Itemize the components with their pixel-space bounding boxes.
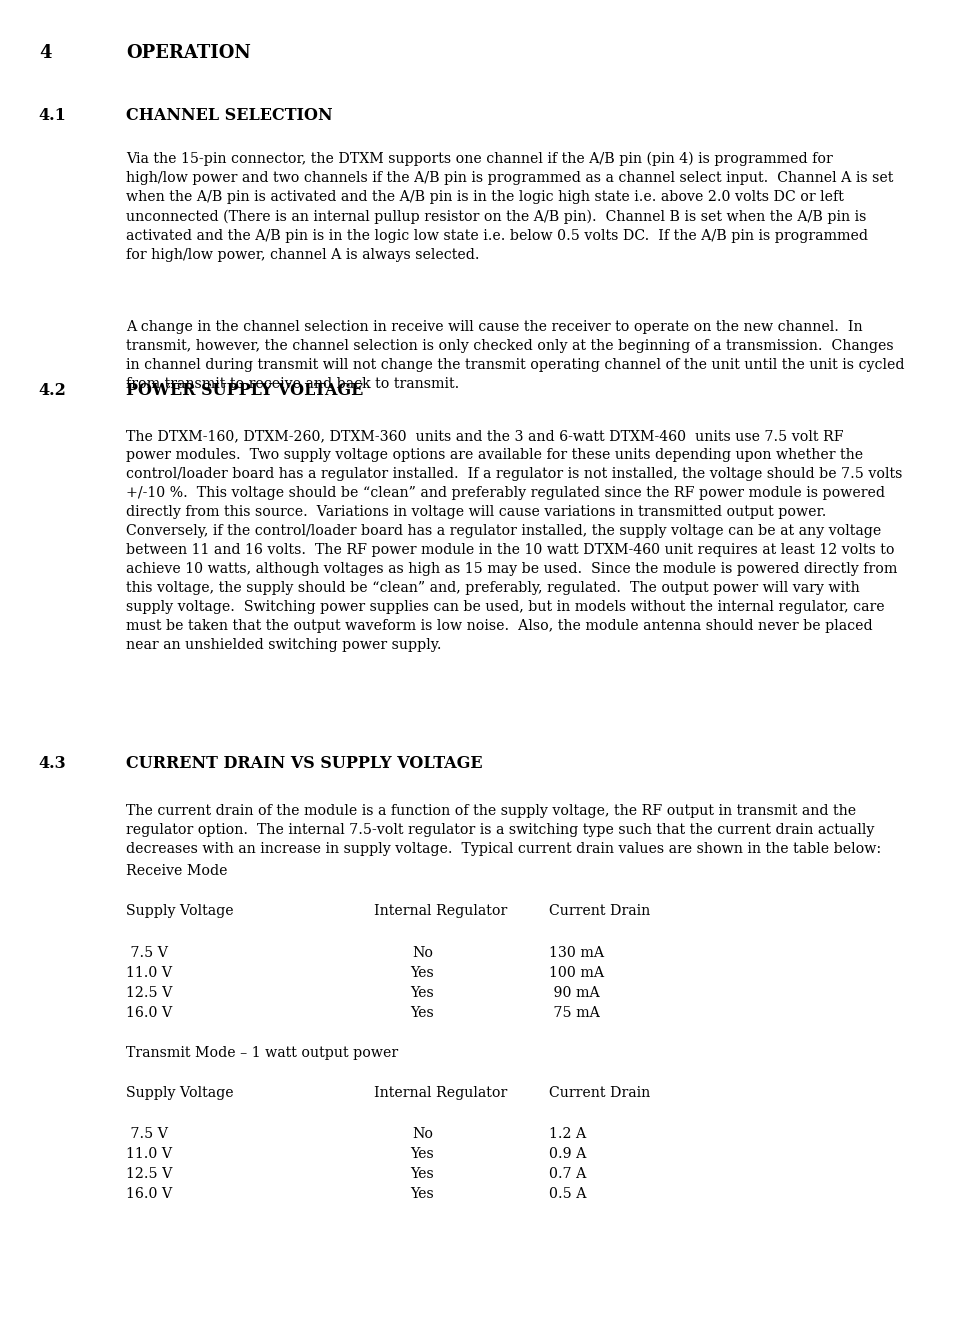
- Text: Yes: Yes: [411, 966, 434, 979]
- Text: 4.1: 4.1: [39, 107, 67, 124]
- Text: CURRENT DRAIN VS SUPPLY VOLTAGE: CURRENT DRAIN VS SUPPLY VOLTAGE: [126, 755, 483, 772]
- Text: Yes: Yes: [411, 1006, 434, 1019]
- Text: Receive Mode: Receive Mode: [126, 864, 228, 878]
- Text: 16.0 V: 16.0 V: [126, 1187, 173, 1201]
- Text: 12.5 V: 12.5 V: [126, 1167, 173, 1181]
- Text: 90 mA: 90 mA: [549, 986, 599, 999]
- Text: Via the 15-pin connector, the DTXM supports one channel if the A/B pin (pin 4) i: Via the 15-pin connector, the DTXM suppo…: [126, 152, 893, 261]
- Text: The current drain of the module is a function of the supply voltage, the RF outp: The current drain of the module is a fun…: [126, 804, 882, 856]
- Text: Yes: Yes: [411, 986, 434, 999]
- Text: No: No: [412, 1127, 433, 1141]
- Text: Yes: Yes: [411, 1187, 434, 1201]
- Text: 11.0 V: 11.0 V: [126, 966, 173, 979]
- Text: The DTXM-160, DTXM-260, DTXM-360  units and the 3 and 6-watt DTXM-460  units use: The DTXM-160, DTXM-260, DTXM-360 units a…: [126, 430, 903, 652]
- Text: 11.0 V: 11.0 V: [126, 1147, 173, 1161]
- Text: 12.5 V: 12.5 V: [126, 986, 173, 999]
- Text: OPERATION: OPERATION: [126, 44, 251, 61]
- Text: 0.5 A: 0.5 A: [549, 1187, 586, 1201]
- Text: 16.0 V: 16.0 V: [126, 1006, 173, 1019]
- Text: No: No: [412, 946, 433, 959]
- Text: 4: 4: [39, 44, 51, 61]
- Text: Transmit Mode – 1 watt output power: Transmit Mode – 1 watt output power: [126, 1046, 398, 1059]
- Text: Internal Regulator: Internal Regulator: [374, 904, 507, 918]
- Text: 4.3: 4.3: [39, 755, 66, 772]
- Text: 7.5 V: 7.5 V: [126, 946, 168, 959]
- Text: CHANNEL SELECTION: CHANNEL SELECTION: [126, 107, 333, 124]
- Text: 100 mA: 100 mA: [549, 966, 604, 979]
- Text: 75 mA: 75 mA: [549, 1006, 599, 1019]
- Text: POWER SUPPLY VOLTAGE: POWER SUPPLY VOLTAGE: [126, 382, 363, 399]
- Text: Supply Voltage: Supply Voltage: [126, 904, 234, 918]
- Text: Yes: Yes: [411, 1147, 434, 1161]
- Text: 0.9 A: 0.9 A: [549, 1147, 586, 1161]
- Text: Current Drain: Current Drain: [549, 904, 650, 918]
- Text: 7.5 V: 7.5 V: [126, 1127, 168, 1141]
- Text: Supply Voltage: Supply Voltage: [126, 1086, 234, 1099]
- Text: 4.2: 4.2: [39, 382, 67, 399]
- Text: Internal Regulator: Internal Regulator: [374, 1086, 507, 1099]
- Text: 1.2 A: 1.2 A: [549, 1127, 586, 1141]
- Text: Current Drain: Current Drain: [549, 1086, 650, 1099]
- Text: 130 mA: 130 mA: [549, 946, 604, 959]
- Text: Yes: Yes: [411, 1167, 434, 1181]
- Text: 0.7 A: 0.7 A: [549, 1167, 586, 1181]
- Text: A change in the channel selection in receive will cause the receiver to operate : A change in the channel selection in rec…: [126, 320, 905, 391]
